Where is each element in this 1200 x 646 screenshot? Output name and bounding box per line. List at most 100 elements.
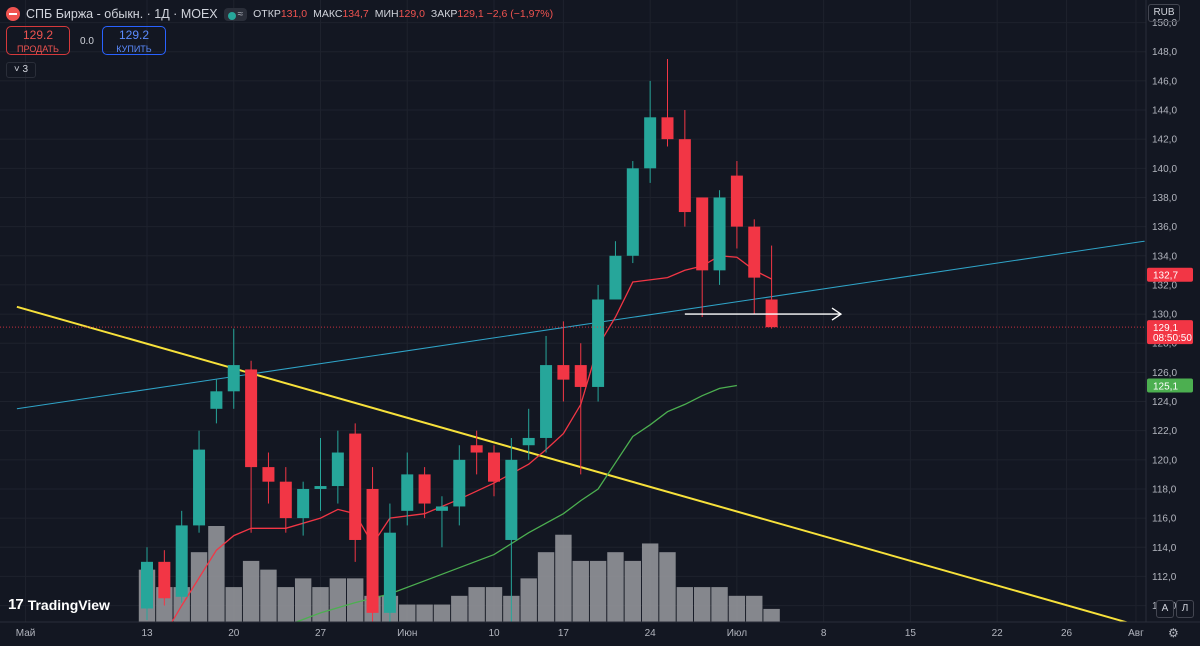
candle-body [141, 561, 153, 609]
volume-bar [537, 552, 555, 622]
volume-bar [225, 587, 242, 622]
price-axis [1146, 0, 1200, 622]
candle-body [678, 139, 691, 213]
y-tick-label: 116,0 [1152, 514, 1177, 525]
volume-bar [433, 604, 451, 622]
volume-bar [242, 560, 260, 622]
x-tick-label: 27 [315, 628, 327, 639]
channel-line [16, 240, 1145, 410]
volume-bar [468, 587, 485, 622]
settings-gear-icon[interactable]: ⚙ [1168, 626, 1179, 640]
x-tick-label: 13 [141, 628, 153, 639]
volume-bar [676, 587, 694, 622]
volume-bar [294, 578, 312, 622]
log-scale-button[interactable]: Л [1176, 600, 1194, 618]
volume-bar [416, 604, 433, 622]
y-tick-label: 122,0 [1152, 426, 1177, 437]
eye-icon: ≈ [237, 8, 244, 20]
volume-bar [624, 560, 641, 622]
candle-body [279, 481, 292, 519]
market-status-icon [227, 11, 236, 20]
price-marker-label: 132,7 [1153, 271, 1178, 282]
candle-body [435, 506, 448, 511]
x-tick-label: Авг [1128, 628, 1144, 639]
x-tick-label: 24 [645, 628, 657, 639]
candle-body [713, 197, 726, 271]
price-marker [1147, 267, 1193, 282]
visibility-toggle[interactable]: ≈ [223, 7, 248, 21]
candle-body [401, 474, 414, 511]
y-tick-label: 136,0 [1152, 222, 1177, 233]
currency-selector[interactable]: RUB [1148, 4, 1180, 22]
price-marker [1147, 378, 1193, 393]
candle-body [748, 226, 761, 278]
candle-body [522, 437, 535, 446]
volume-bar [746, 595, 763, 622]
volume-bar [555, 534, 572, 622]
candle-body [297, 488, 310, 519]
candle-body [193, 449, 206, 526]
x-tick-label: 26 [1061, 628, 1073, 639]
y-tick-label: 118,0 [1152, 484, 1177, 495]
volume-bar [399, 604, 416, 622]
x-tick-label: Май [16, 628, 36, 639]
buy-button[interactable]: 129.2 КУПИТЬ [102, 26, 166, 55]
price-marker [1147, 320, 1193, 345]
candle-body [609, 255, 622, 300]
volume-bar [607, 552, 624, 622]
candle-body [644, 117, 657, 169]
y-tick-label: 130,0 [1152, 310, 1177, 321]
volume-bar [641, 543, 659, 622]
y-tick-label: 124,0 [1152, 397, 1177, 408]
y-tick-label: 146,0 [1152, 76, 1177, 87]
x-tick-label: 22 [992, 628, 1004, 639]
x-tick-label: 17 [558, 628, 570, 639]
candle-body [626, 168, 639, 256]
y-tick-label: 120,0 [1152, 455, 1177, 466]
candle-body [470, 445, 483, 453]
x-tick-label: 10 [488, 628, 500, 639]
y-tick-label: 132,0 [1152, 280, 1177, 291]
candle-body [592, 299, 605, 387]
tradingview-logo[interactable]: 17 TradingView [8, 596, 110, 613]
y-tick-label: 128,0 [1152, 339, 1177, 350]
candle-body [574, 365, 587, 387]
candle-body [227, 365, 240, 392]
candle-body [765, 299, 778, 328]
candle-body [488, 452, 500, 482]
candle-body [366, 488, 379, 613]
x-tick-label: Июн [397, 628, 417, 639]
volume-bar [260, 569, 277, 622]
candle-body [245, 369, 258, 468]
ohlc-readout: ОТКР131,0 МАКС134,7 МИН129,0 ЗАКР129,1 −… [253, 8, 554, 20]
y-tick-label: 112,0 [1152, 572, 1177, 583]
tradingview-mark-icon: 17 [8, 596, 24, 613]
auto-scale-button[interactable]: A [1156, 600, 1174, 618]
symbol-title[interactable]: СПБ Биржа - обыкн. · 1Д · MOEX [26, 7, 218, 21]
y-tick-label: 114,0 [1152, 543, 1177, 554]
x-tick-label: Июл [727, 628, 747, 639]
ray-arrow-icon [831, 307, 843, 321]
y-tick-label: 142,0 [1152, 135, 1177, 146]
volume-bar [589, 560, 607, 622]
volume-bar [347, 578, 364, 622]
indicators-toggle[interactable]: ˅ 3 [6, 62, 36, 78]
candle-body [505, 459, 518, 540]
volume-bar [485, 587, 503, 622]
volume-bar [312, 587, 329, 622]
x-tick-label: 15 [905, 628, 917, 639]
candle-body [730, 175, 743, 227]
volume-bar [728, 595, 746, 622]
candle-body [314, 486, 327, 489]
sell-button[interactable]: 129.2 ПРОДАТЬ [6, 26, 70, 55]
x-tick-label: 20 [228, 628, 240, 639]
y-tick-label: 126,0 [1152, 368, 1177, 379]
price-marker-label: 125,1 [1153, 381, 1178, 392]
volume-bar [277, 587, 294, 622]
volume-bar [190, 552, 208, 622]
volume-bar [572, 560, 589, 622]
candle-body [661, 117, 674, 140]
candle-body [453, 459, 466, 507]
candle-body [540, 365, 553, 438]
